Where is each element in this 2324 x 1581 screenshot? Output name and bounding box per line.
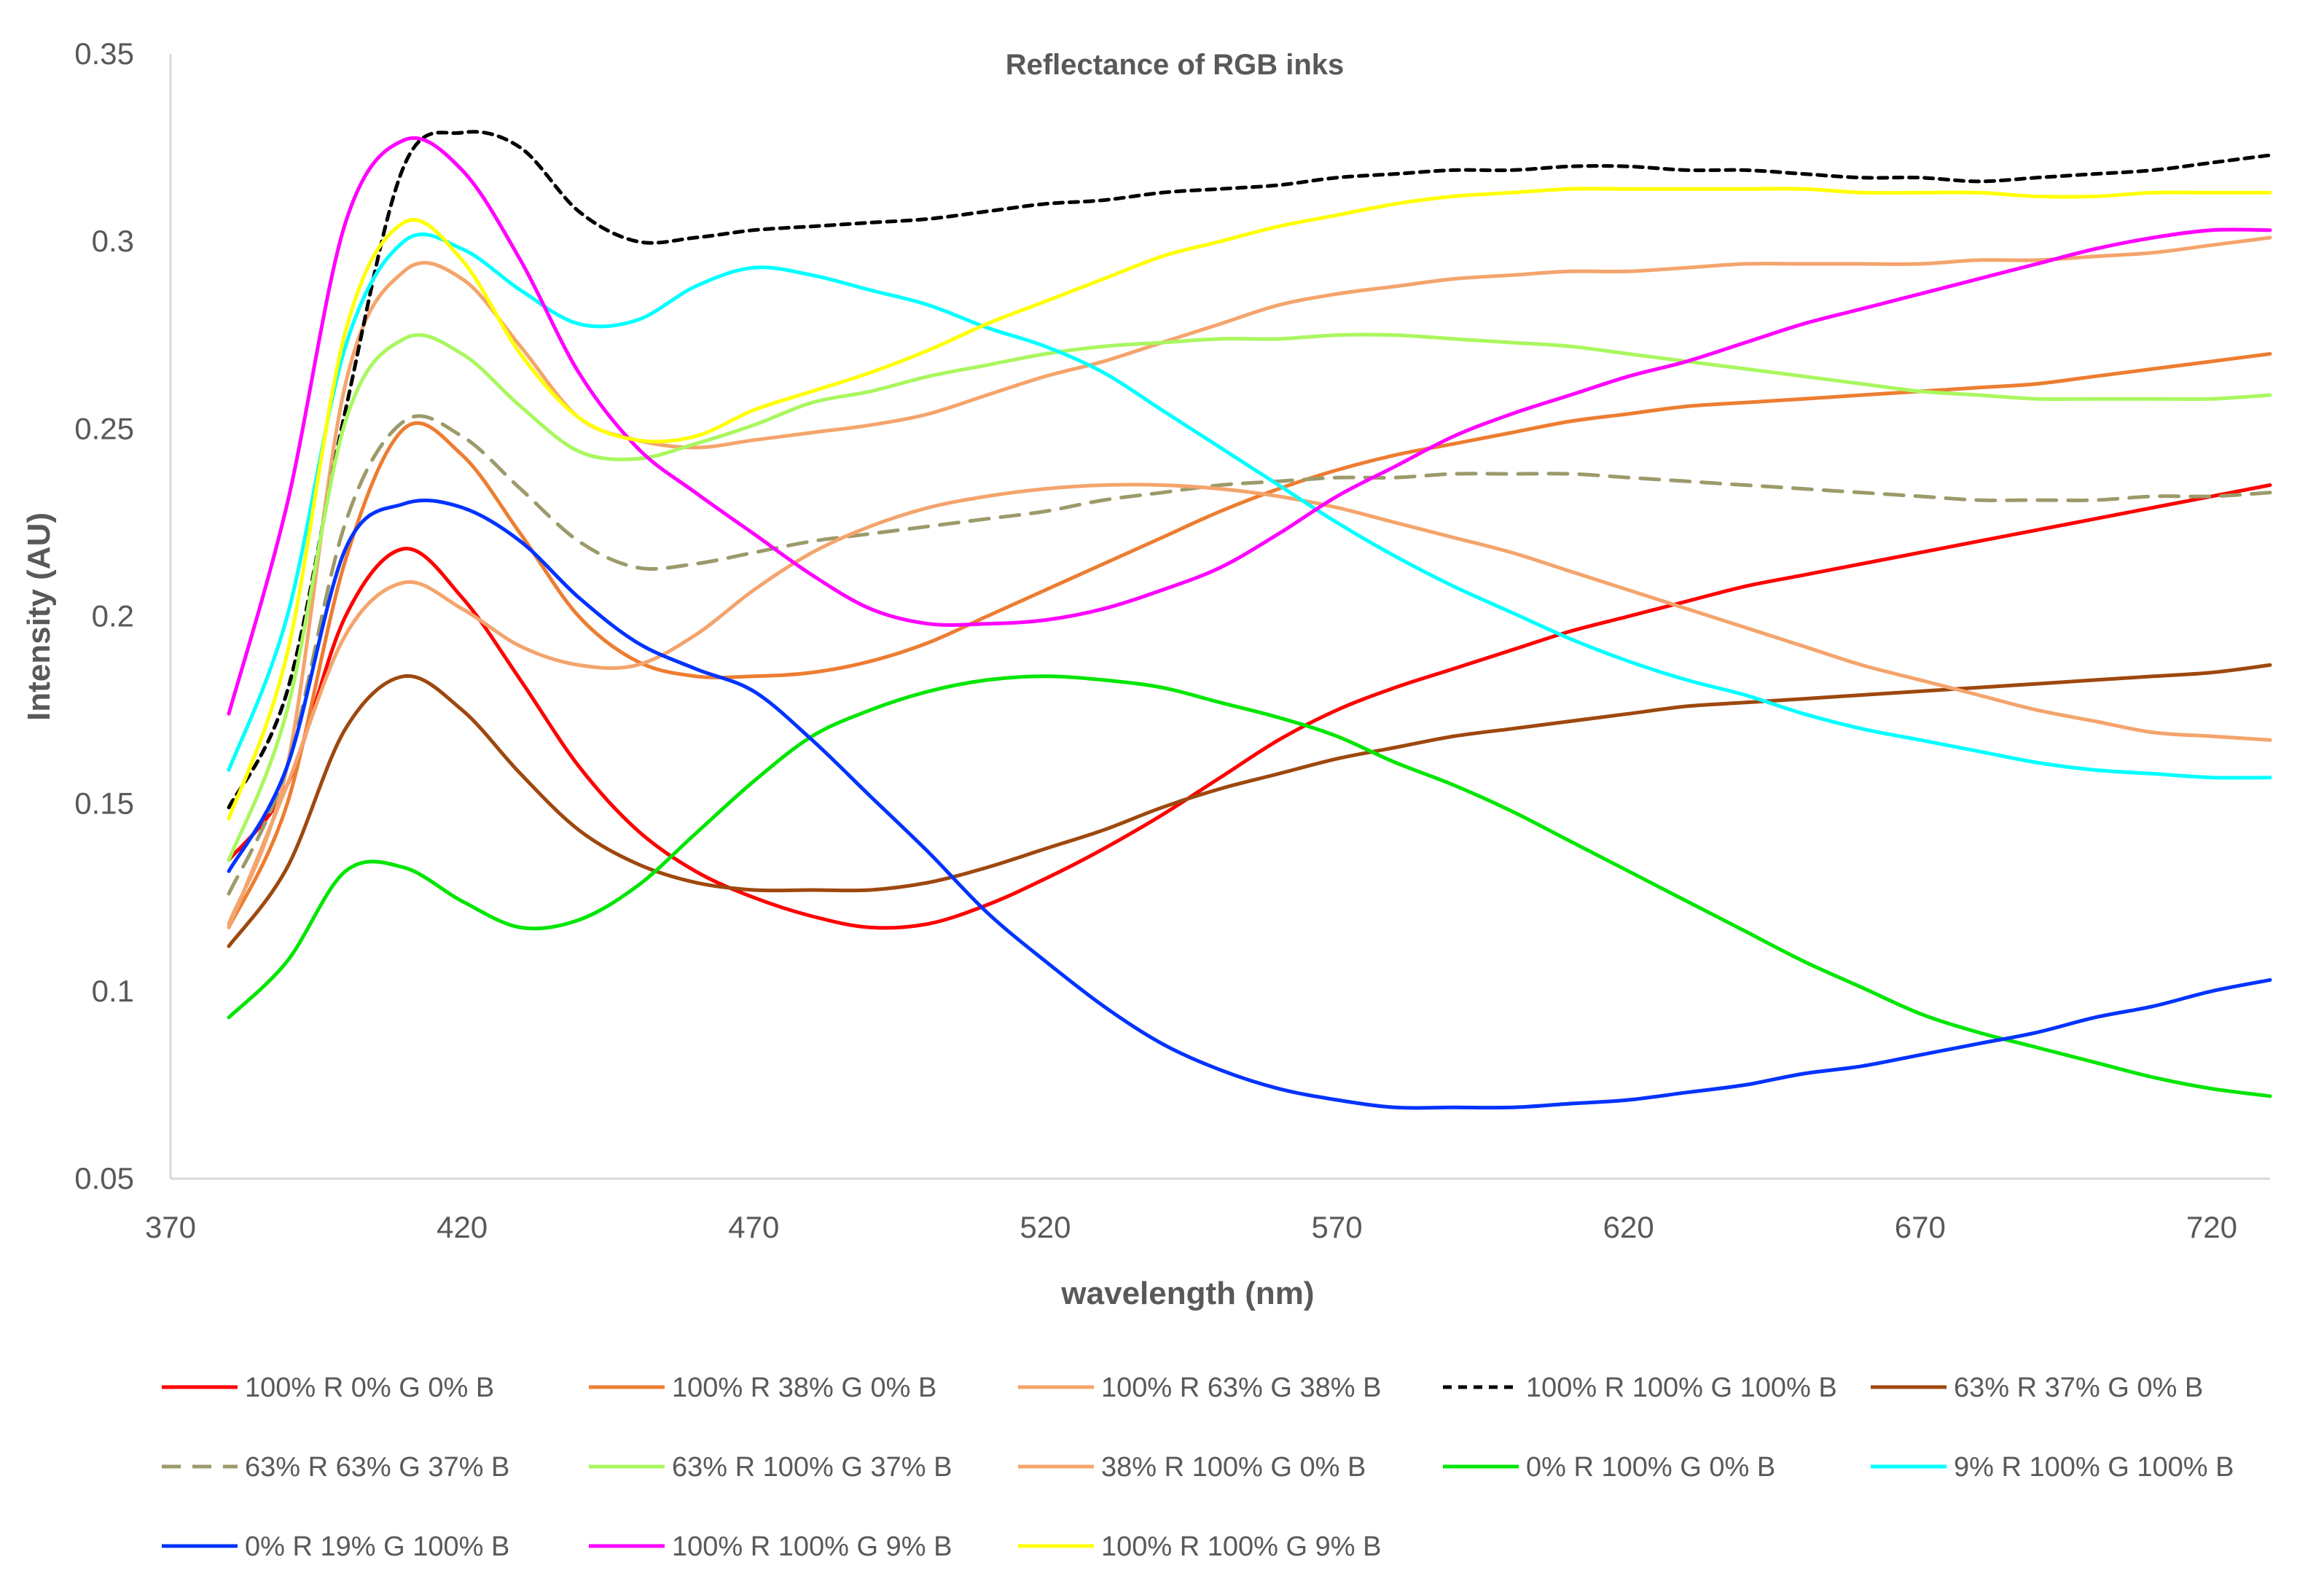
y-tick-label: 0.15 (74, 786, 134, 821)
legend-label: 63% R 100% G 37% B (672, 1452, 952, 1483)
x-tick-label: 670 (1895, 1210, 1946, 1244)
chart-title: Reflectance of RGB inks (1006, 49, 1345, 81)
series-line-3 (227, 235, 2272, 926)
x-tick-label: 570 (1312, 1210, 1363, 1244)
series-line-11 (227, 498, 2272, 1110)
legend-label: 0% R 19% G 100% B (245, 1531, 509, 1562)
x-tick-label: 420 (437, 1210, 488, 1244)
x-tick-labels: 370 420 470 520 570 620 670 720 (145, 1210, 2237, 1244)
y-tick-label: 0.25 (74, 411, 134, 445)
y-tick-label: 0.35 (74, 36, 134, 71)
y-tick-label: 0.2 (92, 599, 134, 633)
x-tick-label: 720 (2186, 1210, 2237, 1244)
legend-label: 100% R 38% G 0% B (672, 1373, 936, 1403)
legend: 100% R 0% G 0% B 100% R 38% G 0% B 100% R … (162, 1373, 2234, 1562)
series-line-10 (227, 232, 2272, 780)
x-tick-label: 370 (145, 1210, 196, 1244)
series-line-1 (227, 483, 2272, 930)
legend-label: 100% R 100% G 9% B (1101, 1531, 1381, 1562)
series-line-2 (227, 352, 2272, 929)
series-lines (227, 130, 2272, 1110)
legend-label: 63% R 37% G 0% B (1954, 1373, 2203, 1403)
legend-label: 9% R 100% G 100% B (1954, 1452, 2234, 1483)
series-line-5 (227, 663, 2272, 948)
x-tick-label: 620 (1603, 1210, 1654, 1244)
x-tick-label: 520 (1020, 1210, 1071, 1244)
series-line-4 (227, 130, 2272, 810)
legend-label: 100% R 100% G 100% B (1526, 1373, 1837, 1403)
series-line-7 (227, 332, 2272, 862)
series-line-8 (227, 483, 2272, 929)
legend-label: 38% R 100% G 0% B (1101, 1452, 1366, 1483)
legend-label: 100% R 63% G 38% B (1101, 1373, 1381, 1403)
series-line-6 (227, 414, 2272, 896)
legend-label: 100% R 0% G 0% B (245, 1373, 494, 1403)
x-tick-label: 470 (728, 1210, 779, 1244)
y-tick-label: 0.1 (92, 974, 134, 1008)
series-line-12 (227, 136, 2272, 716)
series-line-9 (227, 674, 2272, 1098)
y-axis-title: Intensity (AU) (21, 512, 57, 721)
series-line-13 (227, 187, 2272, 821)
legend-label: 63% R 63% G 37% B (245, 1452, 509, 1483)
legend-label: 0% R 100% G 0% B (1526, 1452, 1775, 1483)
legend-label: 100% R 100% G 9% B (672, 1531, 952, 1562)
x-axis-title: wavelength (nm) (1060, 1276, 1314, 1311)
y-tick-labels: 0.05 0.1 0.15 0.2 0.25 0.3 0.35 (74, 36, 134, 1195)
y-tick-label: 0.05 (74, 1161, 134, 1195)
y-tick-label: 0.3 (92, 224, 134, 258)
